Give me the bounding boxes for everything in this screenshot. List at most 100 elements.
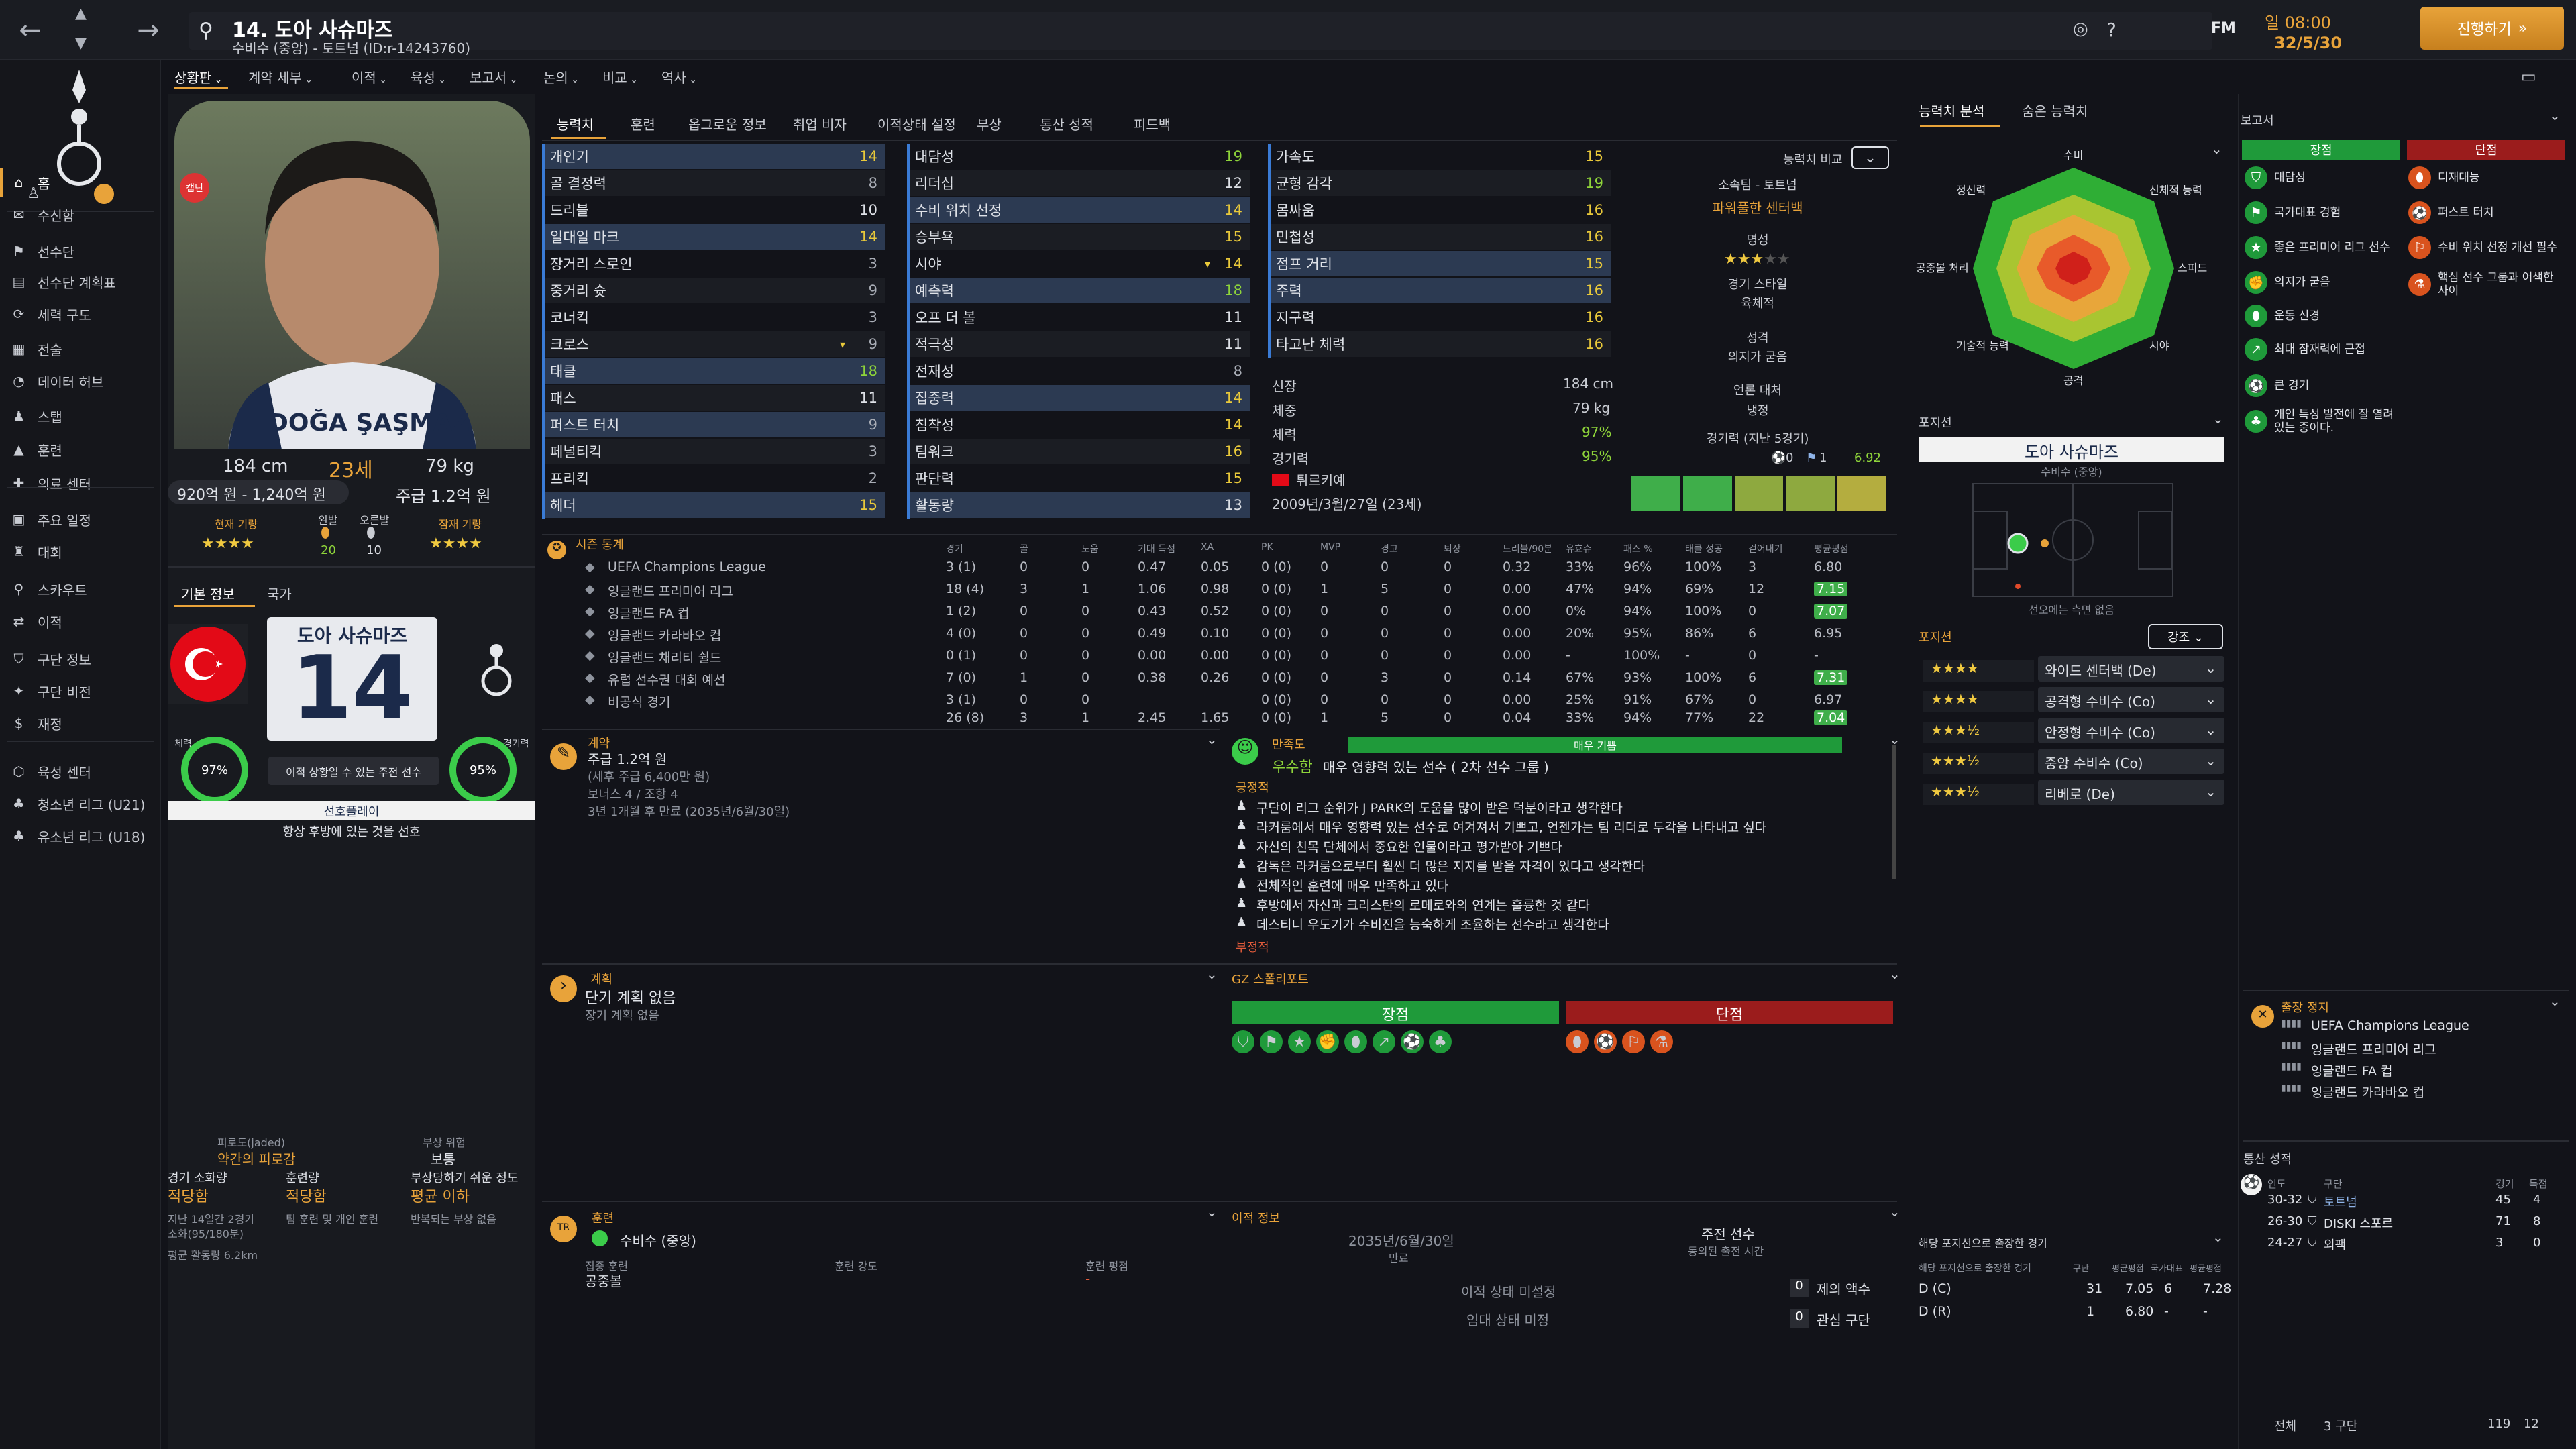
chevron-down-icon[interactable]: ⌄ <box>2549 107 2561 123</box>
stats-column-header[interactable]: 퇴장 <box>1444 544 1461 555</box>
tab-3[interactable]: 취업 비자 <box>793 117 847 133</box>
subnav-0[interactable]: 상황판 ⌄ <box>174 70 223 86</box>
stats-column-header[interactable]: 경고 <box>1381 544 1398 555</box>
stats-column-header[interactable]: 드리블/90분 <box>1503 544 1553 555</box>
interest-label[interactable]: 관심 구단 <box>1817 1312 1870 1328</box>
role-dropdown[interactable]: 와이드 센터백 (De) ⌄ <box>2038 656 2224 682</box>
forward-arrow-icon[interactable]: → <box>137 15 160 46</box>
sidebar-item-training[interactable]: ▲ 훈련 <box>9 435 157 464</box>
role-dropdown[interactable]: 리베로 (De) ⌄ <box>2038 780 2224 805</box>
sidebar-item-transfer[interactable]: ⇄ 이적 <box>9 606 157 636</box>
attribute-row[interactable]: 팀워크 16 <box>907 439 1250 464</box>
role-dropdown[interactable]: 공격형 수비수 (Co) ⌄ <box>2038 687 2224 712</box>
attribute-row[interactable]: 수비 위치 선정 14 <box>907 197 1250 223</box>
tab-6[interactable]: 통산 성적 <box>1040 117 1093 133</box>
continue-button[interactable]: 진행하기» <box>2420 7 2564 50</box>
sidebar-item-calendar[interactable]: ▣ 주요 일정 <box>9 504 157 534</box>
scout-report-header[interactable]: GZ 스폴리포트 <box>1232 973 1309 987</box>
plans-header[interactable]: 계획 <box>590 973 613 987</box>
role-row[interactable]: ★★★½ 리베로 (De) ⌄ <box>1923 780 2224 806</box>
attribute-row[interactable]: 페널티킥 3 <box>542 439 885 464</box>
stats-column-header[interactable]: 평균평점 <box>1814 544 1849 555</box>
roles-header[interactable]: 포지션 <box>1919 631 1952 645</box>
stats-column-header[interactable]: 걷어내기 <box>1748 544 1783 555</box>
stats-column-header[interactable]: 경기 <box>946 544 963 555</box>
sidebar-item-home[interactable]: ⌂ 홈 <box>9 168 157 197</box>
sidebar-item-scout[interactable]: ⚲ 스카우트 <box>9 574 157 604</box>
tab-1[interactable]: 훈련 <box>631 117 655 133</box>
attribute-row[interactable]: 프리킥 2 <box>542 466 885 491</box>
attribute-row[interactable]: 헤더 15 <box>542 492 885 518</box>
down-arrow-icon[interactable]: ▼ <box>75 35 87 52</box>
attribute-row[interactable]: 중거리 슛 9 <box>542 278 885 303</box>
layout-icon[interactable]: ▭ <box>2521 67 2536 86</box>
stats-column-header[interactable]: 기대 득점 <box>1138 544 1175 555</box>
attribute-row[interactable]: 시야 14 ▾ <box>907 251 1250 276</box>
help-icon[interactable]: ? <box>2106 19 2116 41</box>
role-row[interactable]: ★★★½ 안정형 수비수 (Co) ⌄ <box>1923 718 2224 745</box>
roles-filter-dropdown[interactable]: 강조 ⌄ <box>2148 624 2223 649</box>
subnav-6[interactable]: 비교 ⌄ <box>602 70 638 86</box>
stats-column-header[interactable]: PK <box>1261 542 1273 553</box>
chevron-down-icon[interactable]: ⌄ <box>2549 993 2561 1009</box>
attribute-row[interactable]: 주력 16 <box>1268 278 1611 303</box>
attribute-row[interactable]: 리더십 12 <box>907 170 1250 196</box>
attribute-row[interactable]: 적극성 11 <box>907 331 1250 357</box>
tab-nation[interactable]: 국가 <box>267 586 292 602</box>
subnav-7[interactable]: 역사 ⌄ <box>661 70 697 86</box>
sidebar-item-staff[interactable]: ♟ 스탭 <box>9 401 157 431</box>
training-header[interactable]: 훈련 <box>592 1212 614 1226</box>
role-row[interactable]: ★★★★ 공격형 수비수 (Co) ⌄ <box>1923 687 2224 714</box>
stats-column-header[interactable]: 골 <box>1020 544 1028 555</box>
stats-header[interactable]: 시즌 통계 <box>576 538 624 552</box>
attribute-row[interactable]: 가속도 15 <box>1268 144 1611 169</box>
tab-5[interactable]: 부상 <box>977 117 1002 133</box>
attribute-row[interactable]: 골 결정력 8 <box>542 170 885 196</box>
tab-basic-info[interactable]: 기본 정보 <box>181 586 235 602</box>
attribute-row[interactable]: 침착성 14 <box>907 412 1250 437</box>
sidebar-item-tactics[interactable]: ▦ 전술 <box>9 334 157 364</box>
chevron-down-icon[interactable]: ⌄ <box>1206 1203 1218 1220</box>
happiness-header[interactable]: 만족도 <box>1272 738 1305 752</box>
attribute-row[interactable]: 승부욕 15 <box>907 224 1250 250</box>
stats-column-header[interactable]: 태클 성공 <box>1685 544 1723 555</box>
attribute-row[interactable]: 집중력 14 <box>907 385 1250 411</box>
stats-row[interactable]: ◆ UEFA Champions League 3 (1) 0 0 0.47 0.05 0 (… <box>542 557 1897 578</box>
subnav-1[interactable]: 계약 세부 ⌄ <box>248 70 313 86</box>
attribute-row[interactable]: 태클 18 <box>542 358 885 384</box>
stats-row[interactable]: ◆ 유럽 선수권 대회 예선 7 (0) 1 0 0.38 0.26 0 (0) 0 3 0 0.14… <box>542 667 1897 689</box>
user-icon[interactable]: ♙ <box>27 185 40 202</box>
contract-header[interactable]: 계약 <box>588 737 610 751</box>
sidebar-item-club[interactable]: ⛉ 구단 정보 <box>9 644 157 674</box>
attribute-row[interactable]: 전재성 8 <box>907 358 1250 384</box>
stats-row[interactable]: ◆ 잉글랜드 카라바오 컵 4 (0) 0 0 0.49 0.10 0 (0) 0 0 0 0.00 2… <box>542 623 1897 645</box>
sidebar-item-medical[interactable]: ✚ 의료 센터 <box>9 468 157 498</box>
attribute-row[interactable]: 크로스 9 ▾ <box>542 331 885 357</box>
attribute-row[interactable]: 타고난 체력 16 <box>1268 331 1611 357</box>
status-icon[interactable] <box>94 184 114 204</box>
attribute-row[interactable]: 드리블 10 <box>542 197 885 223</box>
role-row[interactable]: ★★★½ 중앙 수비수 (Co) ⌄ <box>1923 749 2224 775</box>
attribute-row[interactable]: 장거리 스로인 3 <box>542 251 885 276</box>
subnav-2[interactable]: 이적 ⌄ <box>352 70 387 86</box>
attribute-row[interactable]: 판단력 15 <box>907 466 1250 491</box>
scrollbar[interactable] <box>1892 745 1896 879</box>
sidebar-item-finance[interactable]: $ 재정 <box>9 708 157 738</box>
chevron-down-icon[interactable]: ⌄ <box>1889 731 1900 747</box>
tab-0[interactable]: 능력치 <box>557 117 594 133</box>
stats-column-header[interactable]: 도움 <box>1081 544 1099 555</box>
career-row[interactable]: 26-30 ⛉ DISKI 스포르 71 8 <box>2267 1214 2541 1231</box>
suspension-header[interactable]: 출장 정지 <box>2281 1001 2329 1015</box>
offers-label[interactable]: 제의 액수 <box>1817 1281 1870 1297</box>
attribute-row[interactable]: 개인기 14 <box>542 144 885 169</box>
attribute-row[interactable]: 지구력 16 <box>1268 305 1611 330</box>
stats-column-header[interactable]: 유효슈 <box>1566 544 1592 555</box>
globe-icon[interactable]: ◎ <box>2073 19 2088 39</box>
chevron-down-icon[interactable]: ⌄ <box>1206 731 1218 747</box>
subnav-3[interactable]: 육성 ⌄ <box>411 70 446 86</box>
search-bar[interactable]: ⚲ 14. 도아 사슈마즈 수비수 (중앙) - 토트넘 (ID:r-14243… <box>189 12 2212 56</box>
attribute-row[interactable]: 균형 감각 19 <box>1268 170 1611 196</box>
attribute-row[interactable]: 예측력 18 <box>907 278 1250 303</box>
sidebar-item-vision[interactable]: ✦ 구단 비전 <box>9 676 157 706</box>
attribute-row[interactable]: 오프 더 볼 11 <box>907 305 1250 330</box>
